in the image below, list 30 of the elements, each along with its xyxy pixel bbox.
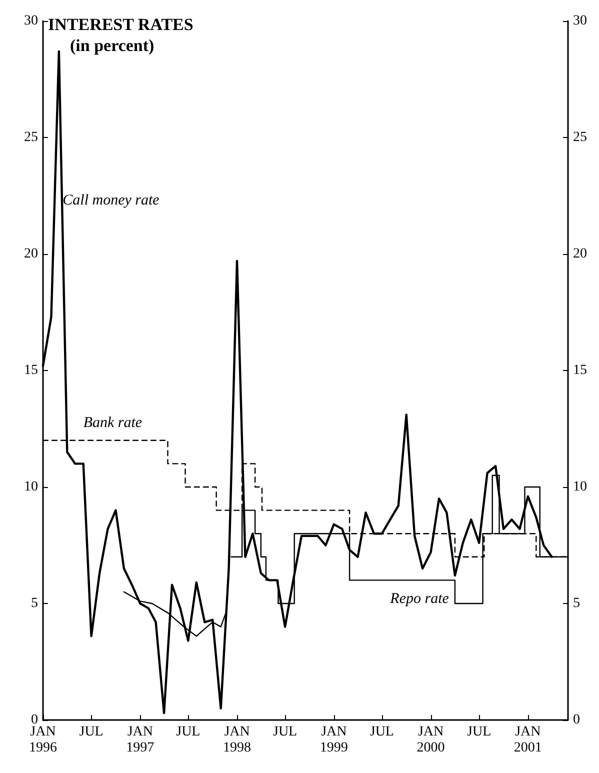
x-tick-label: JAN 1999 bbox=[320, 724, 348, 756]
x-tick-label: JUL bbox=[176, 724, 200, 740]
x-tick-label: JAN 1998 bbox=[223, 724, 252, 756]
y2-tick-label: 25 bbox=[573, 130, 587, 145]
y2-tick-label: 30 bbox=[573, 14, 587, 28]
y-tick-label: 30 bbox=[24, 14, 38, 28]
chart-title: INTEREST RATES bbox=[48, 15, 194, 34]
y-tick-label: 10 bbox=[24, 480, 38, 494]
y-tick-label: 15 bbox=[24, 363, 38, 378]
x-tick-label: JUL bbox=[273, 724, 298, 740]
x-tick-label: JAN 2000 bbox=[416, 724, 445, 756]
y2-tick-label: 5 bbox=[573, 596, 580, 611]
text: (in percent) bbox=[70, 36, 154, 55]
y-tick-label: 20 bbox=[24, 246, 38, 262]
x-tick-label: JAN 2001 bbox=[514, 724, 542, 756]
y-tick-label: 25 bbox=[24, 130, 38, 145]
x-tick-label: JAN 1996 bbox=[29, 724, 57, 756]
x-tick-label: JUL bbox=[79, 724, 104, 740]
y2-tick-label: 10 bbox=[573, 480, 587, 494]
series-label: Repo rate bbox=[389, 590, 450, 607]
y2-tick-label: 0 bbox=[573, 712, 580, 728]
y-tick-label: 0 bbox=[31, 712, 38, 728]
y2-tick-label: 15 bbox=[573, 363, 587, 378]
x-tick-label: JUL bbox=[467, 724, 492, 740]
series-label: Bank rate bbox=[83, 414, 142, 431]
x-tick-label: JAN 1997 bbox=[126, 724, 154, 756]
y2-tick-label: 20 bbox=[573, 246, 587, 262]
series-label: Call money rate bbox=[62, 192, 160, 208]
x-tick-label: JUL bbox=[370, 724, 394, 740]
y-tick-label: 5 bbox=[31, 596, 38, 611]
